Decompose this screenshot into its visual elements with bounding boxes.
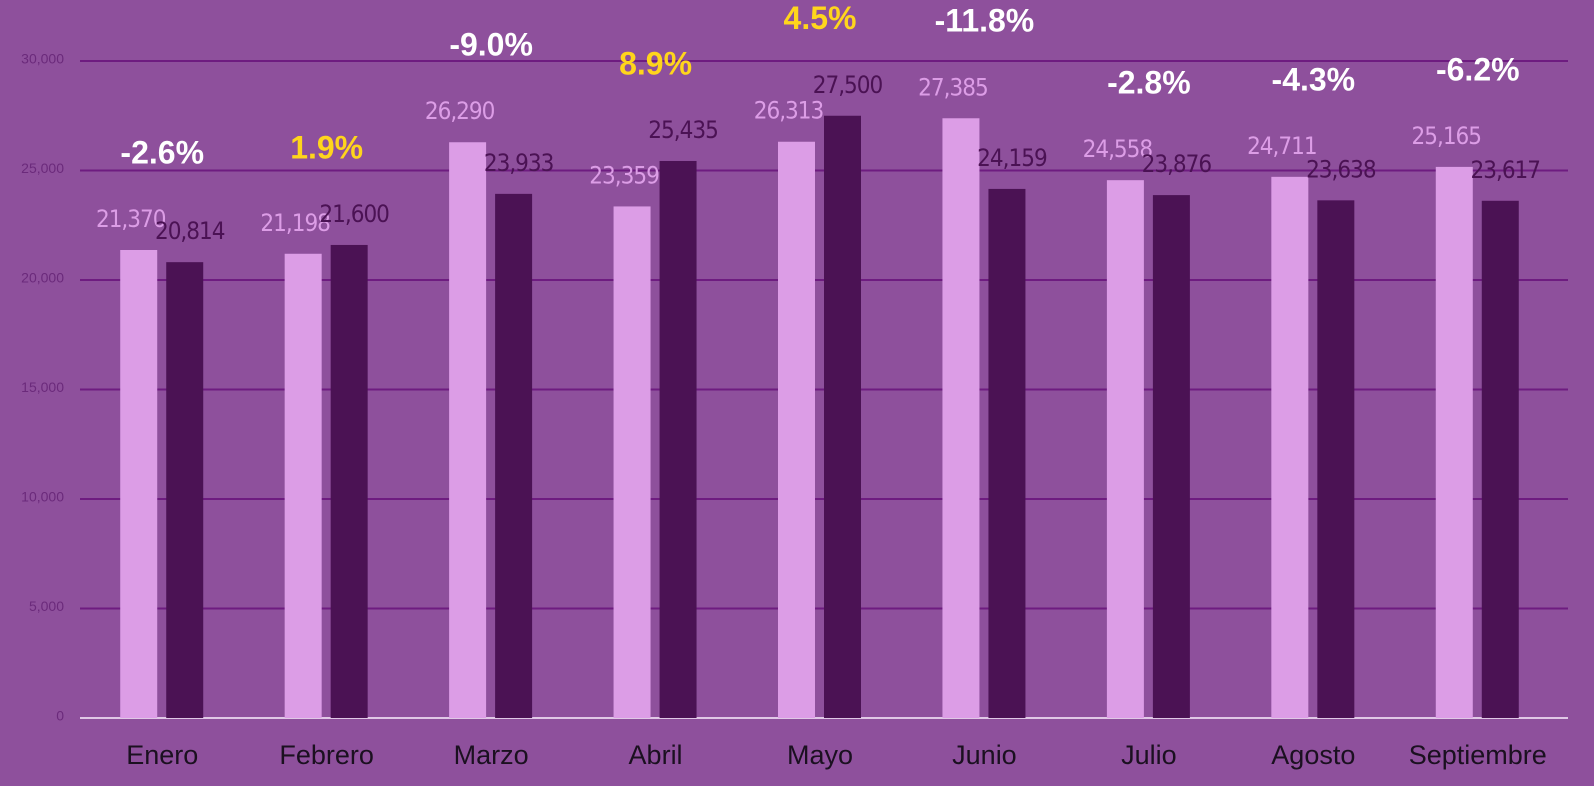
y-tick-label: 25,000: [21, 160, 64, 176]
x-tick-label: Mayo: [787, 740, 853, 770]
bar: [1317, 200, 1355, 718]
bar: [120, 249, 158, 718]
value-label: 21,198: [260, 209, 330, 237]
y-tick-label: 30,000: [21, 51, 64, 67]
value-label: 25,165: [1412, 122, 1482, 150]
x-tick-label: Julio: [1121, 740, 1177, 770]
value-label: 23,876: [1142, 150, 1212, 178]
bar: [1481, 200, 1519, 718]
change-annotation: -4.3%: [1272, 61, 1356, 97]
y-tick-label: 15,000: [21, 379, 64, 395]
y-tick-label: 0: [56, 708, 64, 724]
value-label: 20,814: [155, 217, 225, 245]
bar: [330, 244, 368, 718]
value-label: 27,500: [813, 71, 883, 99]
bar: [824, 115, 861, 718]
value-label: 21,600: [319, 200, 389, 228]
bar: [449, 142, 487, 718]
bar: [659, 160, 697, 718]
bar: [284, 253, 322, 718]
bar: [1435, 166, 1473, 719]
x-tick-label: Febrero: [279, 740, 374, 770]
bar: [1152, 195, 1190, 718]
value-label: 27,385: [918, 73, 988, 101]
change-annotation: -9.0%: [449, 27, 533, 63]
x-tick-label: Junio: [952, 740, 1017, 770]
value-label: 23,933: [484, 149, 554, 177]
change-annotation: -6.2%: [1436, 51, 1520, 87]
change-annotation: 1.9%: [290, 129, 363, 165]
bar: [1106, 180, 1144, 718]
value-label: 24,558: [1083, 135, 1153, 163]
y-tick-label: 20,000: [21, 270, 64, 286]
value-label: 23,359: [589, 161, 659, 189]
bar: [495, 193, 533, 718]
x-tick-label: Septiembre: [1409, 740, 1547, 770]
x-tick-label: Marzo: [454, 740, 529, 770]
bar: [613, 206, 651, 718]
change-annotation: 8.9%: [619, 45, 692, 81]
value-label: 25,435: [648, 116, 718, 144]
value-label: 24,711: [1247, 132, 1317, 160]
change-annotation: 4.5%: [784, 0, 857, 36]
bar: [988, 188, 1026, 718]
value-label: 23,638: [1306, 155, 1376, 183]
x-tick-label: Agosto: [1271, 740, 1355, 770]
bar: [778, 141, 815, 718]
bar: [942, 118, 980, 719]
change-annotation: -2.8%: [1107, 65, 1191, 101]
y-tick-label: 5,000: [29, 598, 64, 614]
change-annotation: -2.6%: [120, 134, 204, 170]
bar: [1271, 176, 1309, 718]
change-annotation: -11.8%: [935, 3, 1035, 39]
value-label: 24,159: [977, 144, 1047, 172]
x-tick-label: Abril: [629, 740, 683, 770]
y-tick-label: 10,000: [21, 489, 64, 505]
value-label: 21,370: [96, 205, 166, 233]
value-label: 23,617: [1471, 156, 1541, 184]
value-label: 26,290: [425, 97, 495, 125]
bar: [166, 262, 204, 718]
value-label: 26,313: [754, 97, 824, 125]
x-tick-label: Enero: [126, 740, 198, 770]
